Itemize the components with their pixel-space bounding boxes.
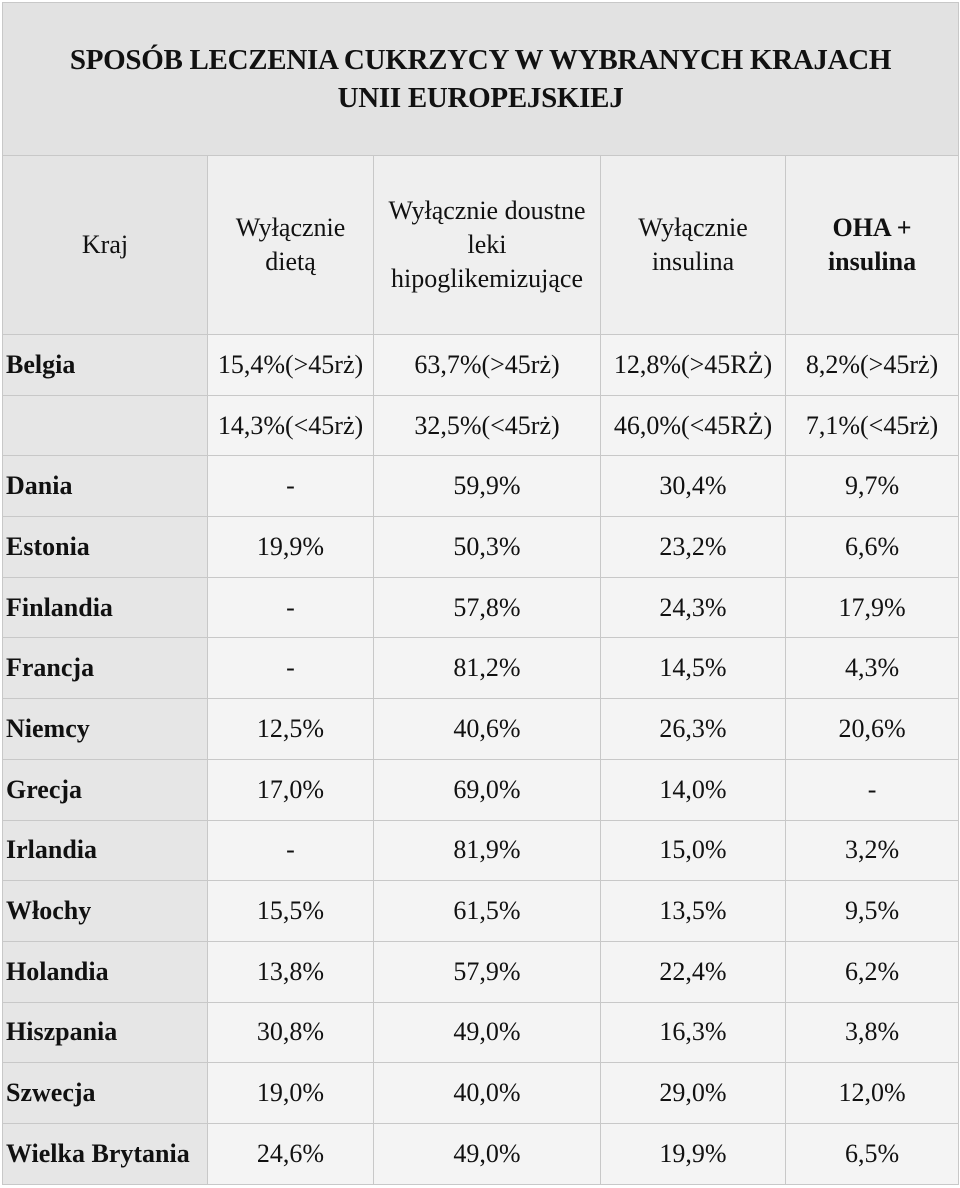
cell-oral-drugs-only: 50,3% <box>373 516 601 578</box>
cell-oha-plus-insulin: 7,1%(<45rż) <box>784 394 960 457</box>
cell-country: Niemcy <box>2 698 208 760</box>
cell-oha-plus-insulin: 9,7% <box>784 455 960 518</box>
table-row: Holandia 13,8% 57,9% 22,4% 6,2% <box>2 940 960 1003</box>
cell-oha-plus-insulin: 3,8% <box>784 1001 960 1064</box>
cell-country: Grecja <box>2 758 208 821</box>
table-row: Grecja 17,0% 69,0% 14,0% - <box>2 758 960 821</box>
cell-oha-plus-insulin: 6,6% <box>784 516 960 578</box>
header-diet-only: Wyłącznie dietą <box>207 155 374 335</box>
cell-oral-drugs-only: 40,6% <box>373 698 601 760</box>
cell-insulin-only: 23,2% <box>600 516 786 578</box>
cell-country: Holandia <box>2 940 208 1003</box>
cell-diet-only: 12,5% <box>207 698 374 760</box>
cell-oha-plus-insulin: 12,0% <box>784 1062 960 1124</box>
cell-insulin-only: 30,4% <box>600 455 786 518</box>
cell-diet-only: 19,0% <box>207 1062 374 1124</box>
cell-oral-drugs-only: 40,0% <box>373 1062 601 1124</box>
cell-diet-only: 17,0% <box>207 758 374 821</box>
cell-oral-drugs-only: 63,7%(>45rż) <box>373 334 601 396</box>
table-row: Belgia 15,4%(>45rż) 63,7%(>45rż) 12,8%(>45R… <box>2 334 960 396</box>
cell-oha-plus-insulin: 9,5% <box>784 880 960 942</box>
header-insulin-only: Wyłącznie insulina <box>600 155 786 335</box>
cell-insulin-only: 15,0% <box>600 819 786 882</box>
cell-oral-drugs-only: 61,5% <box>373 880 601 942</box>
cell-oral-drugs-only: 59,9% <box>373 455 601 518</box>
cell-insulin-only: 14,5% <box>600 637 786 700</box>
cell-oha-plus-insulin: 6,2% <box>784 940 960 1003</box>
cell-oha-plus-insulin: 4,3% <box>784 637 960 700</box>
cell-oha-plus-insulin: 3,2% <box>784 819 960 882</box>
cell-oral-drugs-only: 69,0% <box>373 758 601 821</box>
cell-diet-only: 19,9% <box>207 516 374 578</box>
table-row: Hiszpania 30,8% 49,0% 16,3% 3,8% <box>2 1001 960 1064</box>
cell-country: Wielka Brytania <box>2 1122 208 1185</box>
cell-diet-only: - <box>207 637 374 700</box>
cell-oral-drugs-only: 81,2% <box>373 637 601 700</box>
table-row: Irlandia -81,9% 15,0% 3,2% <box>2 819 960 882</box>
cell-diet-only: - <box>207 576 374 639</box>
cell-diet-only: - <box>207 819 374 882</box>
cell-diet-only: 15,4%(>45rż) <box>207 334 374 396</box>
table-row: Estonia 19,9% 50,3% 23,2% 6,6% <box>2 516 960 578</box>
cell-diet-only: 30,8% <box>207 1001 374 1064</box>
cell-country: Włochy <box>2 880 208 942</box>
table-title: SPOSÓB LECZENIA CUKRZYCY W WYBRANYCH KRA… <box>69 44 892 114</box>
cell-oha-plus-insulin: - <box>784 758 960 821</box>
cell-oral-drugs-only: 49,0% <box>373 1122 601 1185</box>
title-row: SPOSÓB LECZENIA CUKRZYCY W WYBRANYCH KRA… <box>1 2 960 156</box>
cell-oral-drugs-only: 57,8% <box>373 576 601 639</box>
cell-oral-drugs-only: 32,5%(<45rż) <box>373 394 601 457</box>
cell-oha-plus-insulin: 6,5% <box>784 1122 960 1185</box>
cell-oral-drugs-only: 81,9% <box>373 819 601 882</box>
header-country: Kraj <box>2 155 208 335</box>
table-row: 14,3%(<45rż) 32,5%(<45rż) 46,0%(<45RŻ) 7,1%… <box>2 394 960 457</box>
cell-diet-only: 15,5% <box>207 880 374 942</box>
cell-oral-drugs-only: 57,9% <box>373 940 601 1003</box>
cell-insulin-only: 13,5% <box>600 880 786 942</box>
cell-diet-only: 14,3%(<45rż) <box>207 394 374 457</box>
cell-insulin-only: 22,4% <box>600 940 786 1003</box>
cell-insulin-only: 46,0%(<45RŻ) <box>600 394 786 457</box>
table-title-cell: SPOSÓB LECZENIA CUKRZYCY W WYBRANYCH KRA… <box>1 2 960 156</box>
cell-insulin-only: 26,3% <box>600 698 786 760</box>
table-row: Wielka Brytania 24,6% 49,0% 19,9% 6,5% <box>2 1122 960 1185</box>
table-row: Niemcy 12,5% 40,6% 26,3% 20,6% <box>2 698 960 760</box>
cell-oha-plus-insulin: 17,9% <box>784 576 960 639</box>
cell-country <box>2 394 208 457</box>
table-row: Szwecja 19,0% 40,0% 29,0% 12,0% <box>2 1062 960 1124</box>
cell-country: Szwecja <box>2 1062 208 1124</box>
header-row: Kraj Wyłącznie dietą Wyłącznie doustne l… <box>2 155 960 335</box>
cell-country: Dania <box>2 455 208 518</box>
cell-insulin-only: 16,3% <box>600 1001 786 1064</box>
header-oral-drugs-only: Wyłącznie doustne leki hipoglikemizujące <box>373 155 601 335</box>
cell-country: Irlandia <box>2 819 208 882</box>
cell-country: Estonia <box>2 516 208 578</box>
cell-insulin-only: 12,8%(>45RŻ) <box>600 334 786 396</box>
cell-country: Hiszpania <box>2 1001 208 1064</box>
cell-oha-plus-insulin: 20,6% <box>784 698 960 760</box>
cell-country: Francja <box>2 637 208 700</box>
cell-diet-only: - <box>207 455 374 518</box>
cell-insulin-only: 24,3% <box>600 576 786 639</box>
cell-insulin-only: 14,0% <box>600 758 786 821</box>
cell-oral-drugs-only: 49,0% <box>373 1001 601 1064</box>
header-oha-plus-insulin: OHA + insulina <box>784 155 960 335</box>
cell-country: Finlandia <box>2 576 208 639</box>
cell-insulin-only: 19,9% <box>600 1122 786 1185</box>
table-row: Francja -81,2% 14,5% 4,3% <box>2 637 960 700</box>
table-row: Dania -59,9% 30,4% 9,7% <box>2 455 960 518</box>
cell-country: Belgia <box>2 334 208 396</box>
table-row: Finlandia -57,8% 24,3% 17,9% <box>2 576 960 639</box>
cell-insulin-only: 29,0% <box>600 1062 786 1124</box>
cell-diet-only: 13,8% <box>207 940 374 1003</box>
cell-oha-plus-insulin: 8,2%(>45rż) <box>784 334 960 396</box>
table-row: Włochy 15,5% 61,5% 13,5% 9,5% <box>2 880 960 942</box>
cell-diet-only: 24,6% <box>207 1122 374 1185</box>
